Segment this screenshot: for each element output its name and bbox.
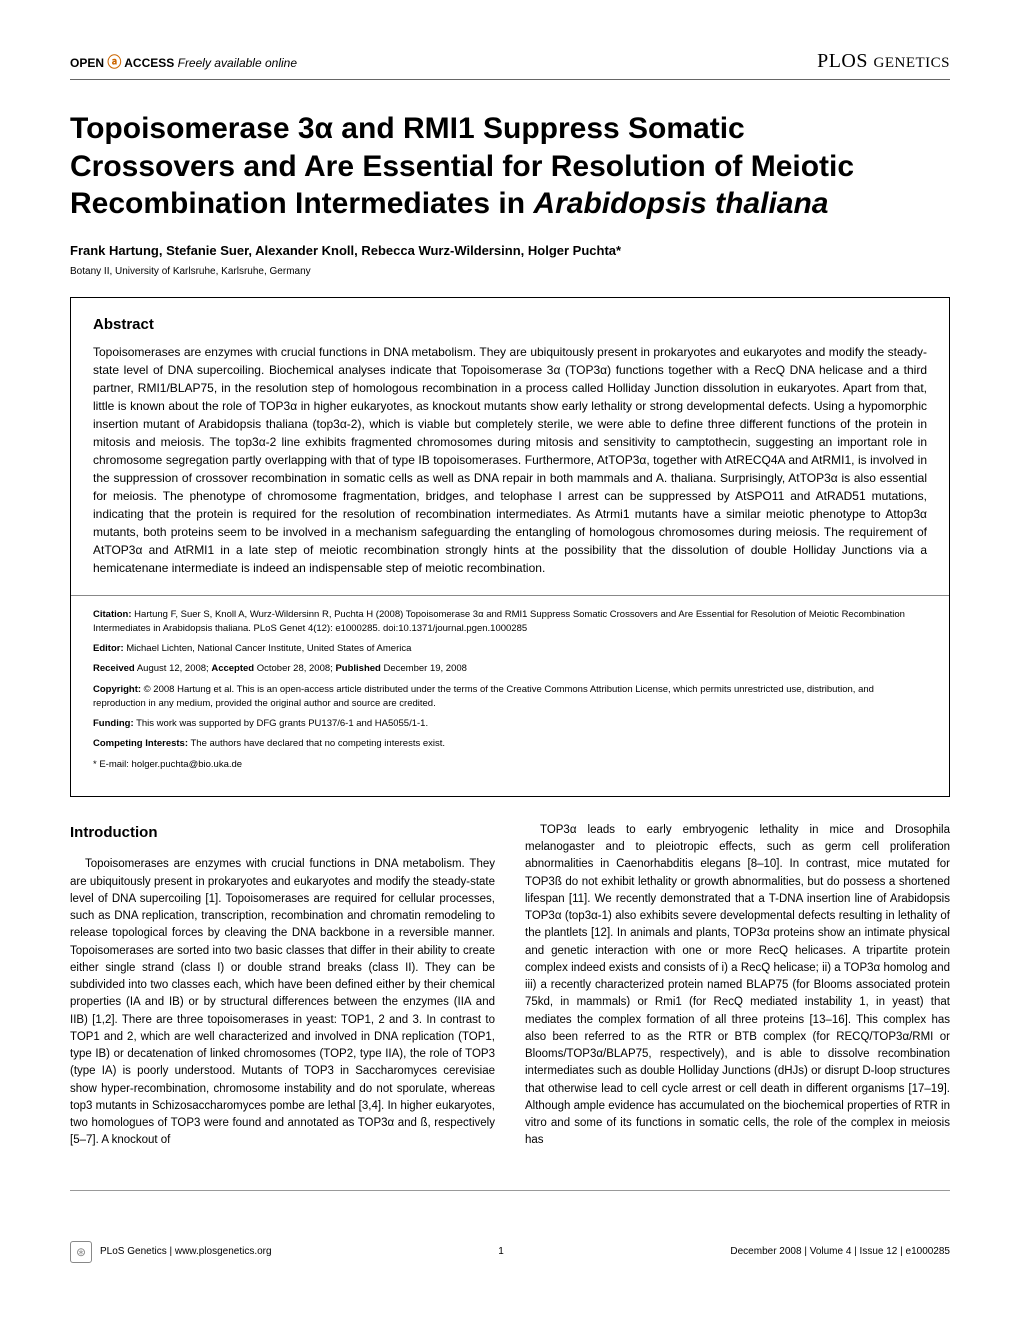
authors: Frank Hartung, Stefanie Suer, Alexander … (70, 243, 950, 258)
intro-section: Introduction Topoisomerases are enzymes … (70, 822, 950, 1150)
footer: ⊛ PLoS Genetics | www.plosgenetics.org 1… (70, 1231, 950, 1263)
citation-meta: Citation: Hartung F, Suer S, Knoll A, Wu… (93, 608, 927, 637)
title-species: Arabidopsis thaliana (533, 187, 828, 220)
abstract-text: Topoisomerases are enzymes with crucial … (93, 343, 927, 577)
published-label: Published (335, 663, 380, 674)
footer-left: ⊛ PLoS Genetics | www.plosgenetics.org (70, 1241, 272, 1263)
footer-right-text: December 2008 | Volume 4 | Issue 12 | e1… (730, 1246, 950, 1257)
copyright-text: © 2008 Hartung et al. This is an open-ac… (93, 684, 874, 709)
email-text: holger.puchta@bio.uka.de (129, 759, 242, 770)
citation-label: Citation: (93, 609, 132, 620)
funding-meta: Funding: This work was supported by DFG … (93, 717, 927, 731)
title-line3: Recombination Intermediates in (70, 187, 533, 220)
footer-logo-icon: ⊛ (70, 1241, 92, 1263)
footer-page-num: 1 (498, 1246, 504, 1257)
published-text: December 19, 2008 (381, 663, 467, 674)
editor-text: Michael Lichten, National Cancer Institu… (124, 643, 412, 654)
competing-meta: Competing Interests: The authors have de… (93, 737, 927, 751)
affiliation: Botany II, University of Karlsruhe, Karl… (70, 266, 950, 277)
citation-text: Hartung F, Suer S, Knoll A, Wurz-Wilders… (93, 609, 905, 634)
accepted-text: October 28, 2008; (254, 663, 335, 674)
received-label: Received (93, 663, 135, 674)
open-access-label: OPEN ⓐ ACCESS Freely available online (70, 52, 297, 72)
top-bar: OPEN ⓐ ACCESS Freely available online PL… (70, 50, 950, 80)
freely-text: Freely available online (178, 56, 297, 70)
intro-text-right: TOP3α leads to early embryogenic lethali… (525, 822, 950, 1150)
editor-meta: Editor: Michael Lichten, National Cancer… (93, 642, 927, 656)
journal-main: PLOS (817, 50, 868, 72)
accepted-label: Accepted (211, 663, 254, 674)
funding-text: This work was supported by DFG grants PU… (134, 718, 428, 729)
dates-meta: Received August 12, 2008; Accepted Octob… (93, 662, 927, 676)
title-line2: Crossovers and Are Essential for Resolut… (70, 150, 854, 183)
received-text: August 12, 2008; (135, 663, 212, 674)
copyright-label: Copyright: (93, 684, 141, 695)
competing-label: Competing Interests: (93, 738, 188, 749)
abstract-box: Abstract Topoisomerases are enzymes with… (70, 297, 950, 797)
access-text: ACCESS (124, 56, 174, 70)
open-text: OPEN (70, 56, 104, 70)
copyright-meta: Copyright: © 2008 Hartung et al. This is… (93, 683, 927, 712)
journal-name: PLOS GENETICS (817, 50, 950, 73)
journal-sub: GENETICS (874, 55, 951, 71)
editor-label: Editor: (93, 643, 124, 654)
article-title: Topoisomerase 3α and RMI1 Suppress Somat… (70, 110, 950, 223)
email-label: * E-mail: (93, 759, 129, 770)
title-line1: Topoisomerase 3α and RMI1 Suppress Somat… (70, 112, 745, 145)
intro-col-right: TOP3α leads to early embryogenic lethali… (525, 822, 950, 1150)
abstract-heading: Abstract (93, 316, 927, 333)
intro-text-left: Topoisomerases are enzymes with crucial … (70, 856, 495, 1149)
email-meta: * E-mail: holger.puchta@bio.uka.de (93, 758, 927, 772)
intro-col-left: Introduction Topoisomerases are enzymes … (70, 822, 495, 1150)
intro-heading: Introduction (70, 822, 495, 845)
footer-left-text: PLoS Genetics | www.plosgenetics.org (100, 1246, 272, 1257)
competing-text: The authors have declared that no compet… (188, 738, 445, 749)
access-icon: ⓐ (107, 54, 121, 70)
funding-label: Funding: (93, 718, 134, 729)
